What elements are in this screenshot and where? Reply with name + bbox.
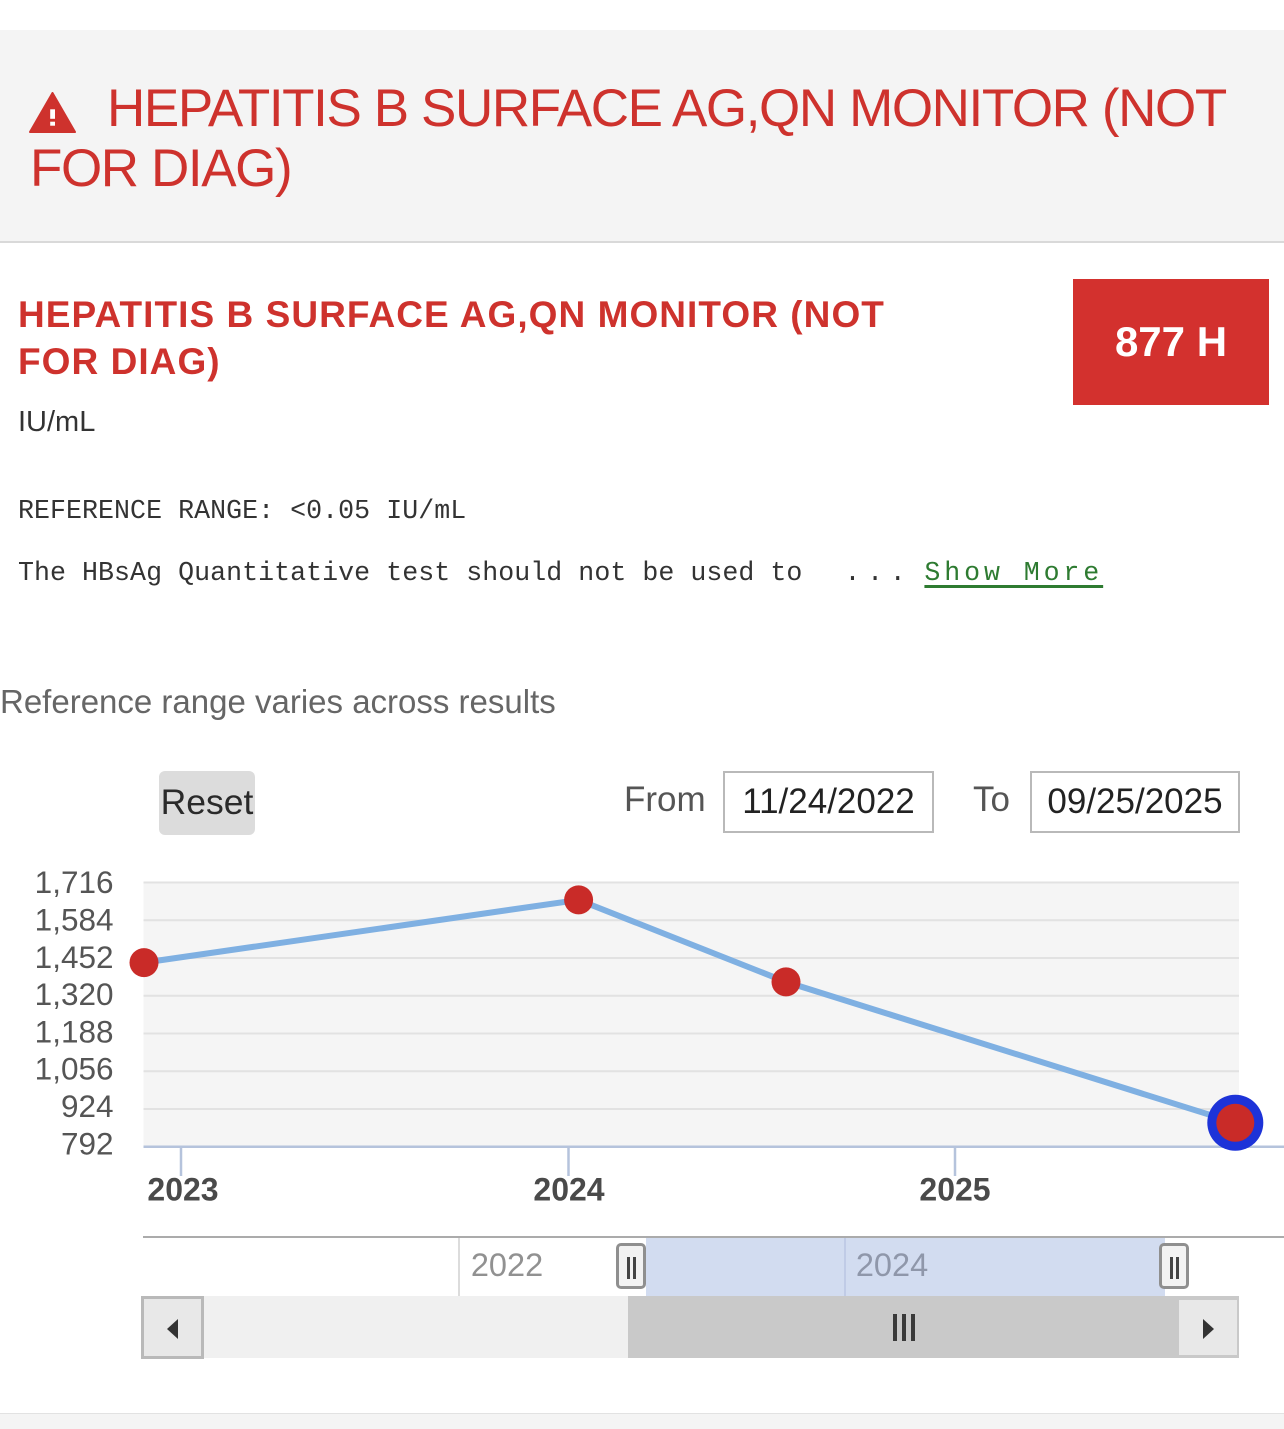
- svg-text:1,188: 1,188: [35, 1013, 114, 1049]
- svg-text:1,056: 1,056: [35, 1051, 114, 1087]
- svg-text:1,320: 1,320: [35, 976, 114, 1012]
- svg-text:2024: 2024: [533, 1172, 604, 1208]
- svg-text:924: 924: [61, 1088, 114, 1124]
- svg-text:2023: 2023: [147, 1172, 218, 1208]
- svg-text:1,584: 1,584: [35, 902, 114, 938]
- svg-text:792: 792: [61, 1125, 114, 1161]
- svg-text:2025: 2025: [919, 1172, 990, 1208]
- svg-text:1,716: 1,716: [35, 864, 114, 900]
- svg-text:1,452: 1,452: [35, 939, 114, 975]
